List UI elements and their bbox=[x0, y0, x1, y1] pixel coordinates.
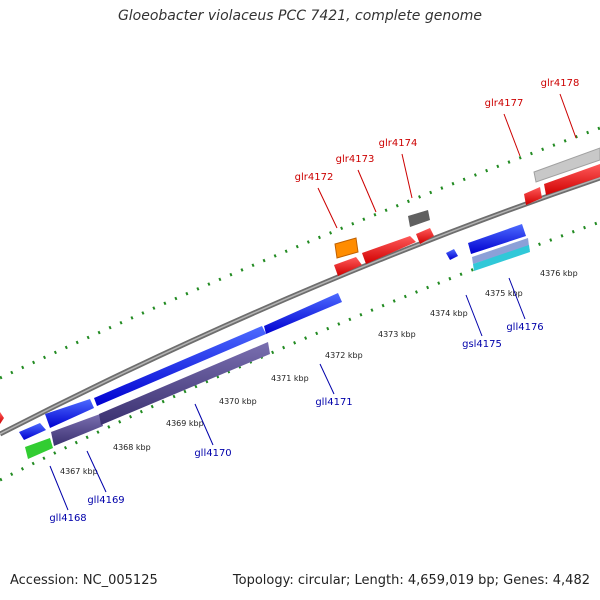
gene-glr4177[interactable] bbox=[524, 187, 542, 205]
reverse-track bbox=[0, 220, 600, 482]
gene-gll4169b[interactable] bbox=[51, 414, 103, 446]
topology-text: Topology: circular; Length: 4,659,019 bp… bbox=[232, 573, 590, 588]
gene-label-gll4169[interactable]: gll4169 bbox=[87, 495, 124, 506]
tick-label: 4369 kbp bbox=[166, 419, 204, 428]
accession-text: Accession: NC_005125 bbox=[10, 573, 158, 588]
gene-left-red[interactable] bbox=[0, 412, 4, 424]
gene-gll4170b[interactable] bbox=[99, 342, 270, 425]
tick-label: 4367 kbp bbox=[60, 467, 98, 476]
tick-label: 4371 kbp bbox=[271, 374, 309, 383]
gene-gll4176[interactable] bbox=[468, 224, 526, 254]
gene-gll4169[interactable] bbox=[45, 399, 94, 428]
gene-leader-line bbox=[357, 169, 377, 213]
gene-gll4168[interactable] bbox=[25, 438, 53, 459]
gene-gll4171[interactable] bbox=[264, 293, 342, 334]
gene-glr4178[interactable] bbox=[533, 147, 600, 183]
gene-label-glr4178[interactable]: glr4178 bbox=[541, 78, 580, 89]
gene-glr4173[interactable] bbox=[362, 236, 416, 264]
gene-glr4178a[interactable] bbox=[544, 164, 600, 195]
gene-leader-line bbox=[194, 403, 214, 446]
gene-label-glr4177[interactable]: glr4177 bbox=[485, 98, 524, 109]
gene-leader-line bbox=[401, 153, 413, 199]
gene-label-glr4174[interactable]: glr4174 bbox=[379, 138, 418, 149]
gene-leader-line bbox=[503, 113, 521, 157]
tick-label: 4368 kbp bbox=[113, 443, 151, 452]
gene-leader-line bbox=[317, 187, 338, 229]
tick-label: 4375 kbp bbox=[485, 289, 523, 298]
gene-gll4176b[interactable] bbox=[472, 238, 529, 264]
tick-label: 4374 kbp bbox=[430, 309, 468, 318]
gene-gll4167[interactable] bbox=[19, 423, 46, 440]
gene-leader-line bbox=[508, 277, 526, 320]
tick-label: 4376 kbp bbox=[540, 269, 578, 278]
gene-label-glr4172[interactable]: glr4172 bbox=[295, 172, 334, 183]
gene-leader-line bbox=[86, 450, 107, 493]
gene-gll4170[interactable] bbox=[94, 326, 266, 406]
gene-leader-line bbox=[319, 363, 335, 395]
gene-label-gll4176[interactable]: gll4176 bbox=[506, 322, 543, 333]
gene-label-gll4171[interactable]: gll4171 bbox=[315, 397, 352, 408]
gene-leader-line bbox=[559, 93, 577, 139]
tick-label: 4373 kbp bbox=[378, 330, 416, 339]
gene-label-gll4170[interactable]: gll4170 bbox=[194, 448, 231, 459]
gene-label-gsl4175[interactable]: gsl4175 bbox=[462, 339, 502, 350]
gene-label-gll4168[interactable]: gll4168 bbox=[49, 513, 86, 524]
tick-label: 4372 kbp bbox=[325, 351, 363, 360]
tick-label: 4370 kbp bbox=[219, 397, 257, 406]
gene-leader-line bbox=[465, 294, 483, 337]
map-title: Gloeobacter violaceus PCC 7421, complete… bbox=[117, 8, 483, 24]
gene-gll4176c[interactable] bbox=[473, 245, 530, 271]
gene-glr4174[interactable] bbox=[408, 210, 430, 227]
genome-backbone-highlight bbox=[0, 177, 600, 435]
gene-glr4172[interactable] bbox=[334, 237, 359, 259]
gene-glr4172b[interactable] bbox=[334, 257, 362, 276]
gene-label-glr4173[interactable]: glr4173 bbox=[336, 154, 375, 165]
genome-backbone bbox=[0, 175, 600, 437]
gene-gsl4175[interactable] bbox=[446, 249, 458, 260]
tick-labels: 4367 kbp 4368 kbp 4369 kbp 4370 kbp 4371 kbp… bbox=[60, 269, 578, 476]
gene-leader-line bbox=[49, 465, 69, 511]
gene-glr4174b[interactable] bbox=[416, 228, 434, 244]
